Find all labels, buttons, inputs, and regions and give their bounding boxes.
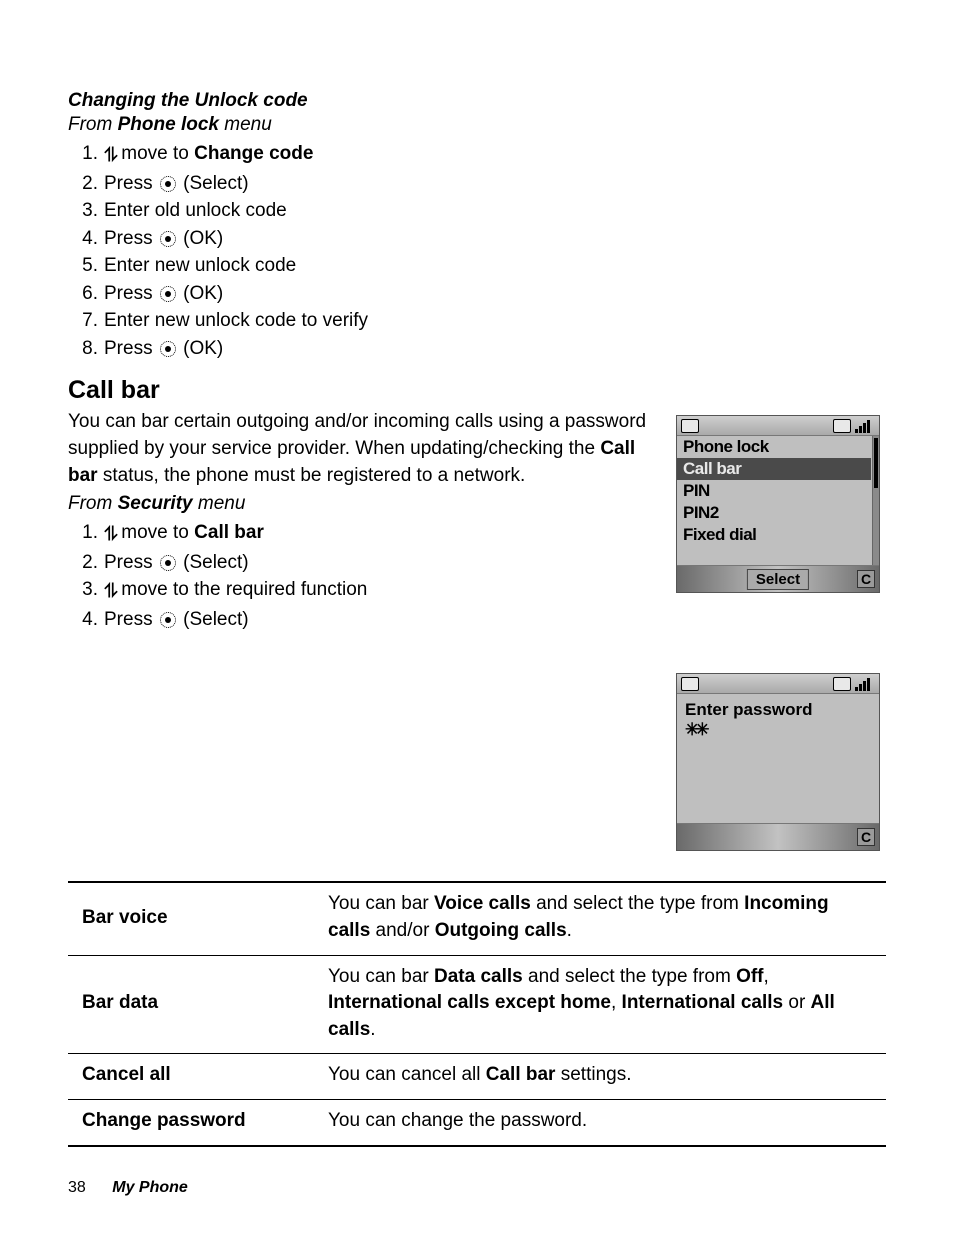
navigate-icon: ⥮ <box>104 142 116 170</box>
callbar-options-table: Bar voiceYou can bar Voice calls and sel… <box>68 881 886 1146</box>
select-button-icon <box>160 286 176 302</box>
table-bold-term: Off <box>736 966 763 987</box>
phone-softkey-bar-2: C <box>677 824 879 850</box>
phone-menu-item: PIN2 <box>677 502 871 524</box>
phone-menu-item: Fixed dial <box>677 524 871 546</box>
from-suffix: menu <box>219 114 272 135</box>
step-item: Enter new unlock code to verify <box>100 307 886 335</box>
phone-statusbar-2 <box>677 674 879 694</box>
table-bold-term: Incoming calls <box>328 893 829 941</box>
from-bold-2: Security <box>118 493 193 514</box>
step-item: Enter new unlock code <box>100 252 886 280</box>
signal-icon <box>855 677 875 691</box>
from-prefix: From <box>68 114 118 135</box>
table-bold-term: Call bar <box>486 1064 556 1085</box>
table-bold-term: Data calls <box>434 966 523 987</box>
phone-menu-list: Phone lockCall barPINPIN2Fixed dial <box>677 436 879 566</box>
phone-menu-item: Phone lock <box>677 436 871 458</box>
softkey-clear: C <box>857 570 875 588</box>
step-item: Press (OK) <box>100 280 886 308</box>
step-item: ⥮ move to Change code <box>100 140 886 170</box>
table-row-header: Bar data <box>68 955 318 1054</box>
phone-password-content: Enter password ✳✳ <box>677 694 879 824</box>
battery-icon <box>833 419 851 433</box>
page-footer: 38 My Phone <box>68 1179 188 1197</box>
para-part-0: You can bar certain outgoing and/or inco… <box>68 411 646 459</box>
softkey-clear-2: C <box>857 828 875 846</box>
page-number: 38 <box>68 1179 86 1196</box>
phone-statusbar <box>677 416 879 436</box>
select-button-icon <box>160 555 176 571</box>
message-icon <box>681 677 699 691</box>
battery-icon <box>833 677 851 691</box>
steps-list-2: ⥮ move to Call barPress (Select)⥮ move t… <box>68 519 660 633</box>
navigate-icon: ⥮ <box>104 521 116 549</box>
softkey-select: Select <box>747 569 809 590</box>
table-row: Bar voiceYou can bar Voice calls and sel… <box>68 882 886 955</box>
select-button-icon <box>160 231 176 247</box>
navigate-icon: ⥮ <box>104 578 116 606</box>
table-bold-term: International calls except home <box>328 992 611 1013</box>
step-item: Press (Select) <box>100 170 886 198</box>
step-bold: Call bar <box>194 522 264 543</box>
phone-screenshot-security-menu: Phone lockCall barPINPIN2Fixed dial Sele… <box>676 415 880 593</box>
table-bold-term: Voice calls <box>434 893 531 914</box>
table-row-desc: You can cancel all Call bar settings. <box>318 1054 886 1100</box>
table-row-desc: You can change the password. <box>318 1099 886 1145</box>
table-row-header: Bar voice <box>68 882 318 955</box>
callbar-paragraph: You can bar certain outgoing and/or inco… <box>68 409 660 489</box>
table-row: Change passwordYou can change the passwo… <box>68 1099 886 1145</box>
select-button-icon <box>160 176 176 192</box>
step-item: Press (Select) <box>100 606 660 634</box>
step-item: Press (Select) <box>100 549 660 577</box>
steps-list-1: ⥮ move to Change codePress (Select)Enter… <box>68 140 886 362</box>
from-line-2: From Security menu <box>68 493 660 515</box>
phone-screenshot-password: Enter password ✳✳ C <box>676 673 880 851</box>
table-row-desc: You can bar Voice calls and select the t… <box>318 882 886 955</box>
step-item: ⥮ move to the required function <box>100 576 660 606</box>
step-item: Enter old unlock code <box>100 197 886 225</box>
message-icon <box>681 419 699 433</box>
table-row-header: Change password <box>68 1099 318 1145</box>
phone-softkey-bar: Select C <box>677 566 879 592</box>
phone-menu-item: Call bar <box>677 458 871 480</box>
step-item: ⥮ move to Call bar <box>100 519 660 549</box>
table-row: Bar dataYou can bar Data calls and selec… <box>68 955 886 1054</box>
table-row-desc: You can bar Data calls and select the ty… <box>318 955 886 1054</box>
table-row-header: Cancel all <box>68 1054 318 1100</box>
phone-scrollbar <box>872 436 879 565</box>
from-suffix-2: menu <box>193 493 246 514</box>
para-part-2: status, the phone must be registered to … <box>98 465 526 486</box>
step-bold: Change code <box>194 143 313 164</box>
password-label: Enter password <box>677 694 871 720</box>
select-button-icon <box>160 612 176 628</box>
from-prefix-2: From <box>68 493 118 514</box>
section-title: Changing the Unlock code <box>68 90 886 112</box>
callbar-heading: Call bar <box>68 376 886 405</box>
phone-menu-item: PIN <box>677 480 871 502</box>
password-stars: ✳✳ <box>677 720 871 800</box>
table-bold-term: Outgoing calls <box>435 920 567 941</box>
table-bold-term: International calls <box>622 992 784 1013</box>
from-bold: Phone lock <box>118 114 219 135</box>
chapter-name: My Phone <box>112 1179 188 1196</box>
from-line-1: From Phone lock menu <box>68 114 886 136</box>
signal-icon <box>855 419 875 433</box>
select-button-icon <box>160 341 176 357</box>
step-item: Press (OK) <box>100 335 886 363</box>
step-item: Press (OK) <box>100 225 886 253</box>
table-row: Cancel allYou can cancel all Call bar se… <box>68 1054 886 1100</box>
